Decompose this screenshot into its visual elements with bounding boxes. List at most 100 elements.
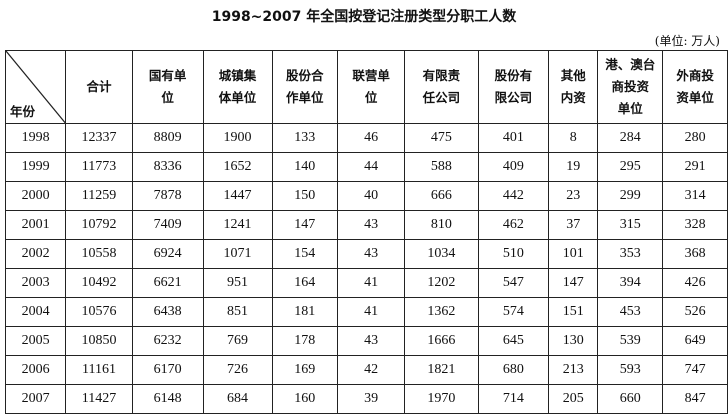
value-cell: 328: [662, 210, 728, 240]
value-cell: 593: [597, 355, 664, 385]
value-cell: 133: [271, 123, 338, 153]
value-cell: 101: [548, 239, 599, 269]
column-header: 其他 内资: [548, 50, 599, 124]
value-cell: 23: [548, 181, 599, 211]
value-cell: 164: [271, 268, 338, 298]
value-cell: 588: [404, 152, 479, 182]
value-cell: 295: [597, 152, 664, 182]
year-cell: 2000: [4, 181, 67, 211]
value-cell: 6621: [131, 268, 204, 298]
value-cell: 1447: [202, 181, 273, 211]
year-cell: 2004: [4, 297, 67, 327]
value-cell: 43: [336, 326, 406, 356]
value-cell: 40: [336, 181, 406, 211]
year-cell: 2007: [4, 384, 67, 414]
table-row: 2004 10576 6438 851 181 41 1362 574 151 453 526: [4, 297, 728, 327]
table-row: 2000 11259 7878 1447 150 40 666 442 23 299 314: [4, 181, 728, 211]
header-row: 年份 合计 国有单 位城镇集 体单位 股份合 作单位 联营单 位有限责 任公司 股份有 …: [4, 50, 728, 124]
value-cell: 6232: [131, 326, 204, 356]
value-cell: 510: [477, 239, 550, 269]
value-cell: 7409: [131, 210, 204, 240]
value-cell: 299: [597, 181, 664, 211]
column-header: 合计: [65, 50, 133, 124]
value-cell: 10558: [65, 239, 133, 269]
value-cell: 442: [477, 181, 550, 211]
value-cell: 19: [548, 152, 599, 182]
value-cell: 680: [477, 355, 550, 385]
value-cell: 660: [597, 384, 664, 414]
value-cell: 645: [477, 326, 550, 356]
value-cell: 178: [271, 326, 338, 356]
year-cell: 2003: [4, 268, 67, 298]
value-cell: 666: [404, 181, 479, 211]
value-cell: 1241: [202, 210, 273, 240]
year-header: 年份: [10, 104, 36, 119]
value-cell: 37: [548, 210, 599, 240]
year-cell: 1999: [4, 152, 67, 182]
value-cell: 46: [336, 123, 406, 153]
value-cell: 6924: [131, 239, 204, 269]
value-cell: 284: [597, 123, 664, 153]
value-cell: 1071: [202, 239, 273, 269]
column-header: 联营单 位: [336, 50, 406, 124]
value-cell: 453: [597, 297, 664, 327]
value-cell: 11427: [65, 384, 133, 414]
value-cell: 280: [662, 123, 728, 153]
value-cell: 10792: [65, 210, 133, 240]
value-cell: 205: [548, 384, 599, 414]
table-row: 2007 11427 6148 684 160 39 1970 714 205 660 847: [4, 384, 728, 414]
value-cell: 39: [336, 384, 406, 414]
value-cell: 810: [404, 210, 479, 240]
value-cell: 847: [662, 384, 728, 414]
value-cell: 43: [336, 210, 406, 240]
column-header: 港、澳台 商投资 单位: [597, 50, 664, 124]
value-cell: 41: [336, 268, 406, 298]
value-cell: 169: [271, 355, 338, 385]
value-cell: 1900: [202, 123, 273, 153]
value-cell: 769: [202, 326, 273, 356]
column-header: 国有单 位: [131, 50, 204, 124]
value-cell: 6170: [131, 355, 204, 385]
corner-header: 年份: [4, 50, 67, 124]
value-cell: 539: [597, 326, 664, 356]
value-cell: 43: [336, 239, 406, 269]
value-cell: 11161: [65, 355, 133, 385]
value-cell: 426: [662, 268, 728, 298]
value-cell: 475: [404, 123, 479, 153]
value-cell: 574: [477, 297, 550, 327]
value-cell: 951: [202, 268, 273, 298]
employee-table: 年份 合计 国有单 位城镇集 体单位 股份合 作单位 联营单 位有限责 任公司 股份有 …: [4, 50, 728, 414]
value-cell: 160: [271, 384, 338, 414]
table-row: 1998 12337 8809 1900 133 46 475 401 8 284 280: [4, 123, 728, 153]
column-header: 外商投 资单位: [662, 50, 728, 124]
value-cell: 6438: [131, 297, 204, 327]
value-cell: 6148: [131, 384, 204, 414]
column-header: 有限责 任公司: [404, 50, 479, 124]
value-cell: 353: [597, 239, 664, 269]
value-cell: 726: [202, 355, 273, 385]
year-cell: 2006: [4, 355, 67, 385]
value-cell: 147: [548, 268, 599, 298]
value-cell: 1034: [404, 239, 479, 269]
value-cell: 151: [548, 297, 599, 327]
value-cell: 181: [271, 297, 338, 327]
value-cell: 462: [477, 210, 550, 240]
table-row: 1999 11773 8336 1652 140 44 588 409 19 295 291: [4, 152, 728, 182]
page-title: 1998~2007 年全国按登记注册类型分职工人数: [211, 9, 517, 25]
year-cell: 1998: [4, 123, 67, 153]
year-cell: 2002: [4, 239, 67, 269]
value-cell: 41: [336, 297, 406, 327]
value-cell: 42: [336, 355, 406, 385]
value-cell: 368: [662, 239, 728, 269]
value-cell: 44: [336, 152, 406, 182]
value-cell: 150: [271, 181, 338, 211]
value-cell: 147: [271, 210, 338, 240]
value-cell: 130: [548, 326, 599, 356]
value-cell: 10576: [65, 297, 133, 327]
value-cell: 11773: [65, 152, 133, 182]
table-row: 2001 10792 7409 1241 147 43 810 462 37 315 328: [4, 210, 728, 240]
table-body: 1998 12337 8809 1900 133 46 475 401 8 284 280 1999 1…: [4, 123, 728, 414]
value-cell: 7878: [131, 181, 204, 211]
value-cell: 10492: [65, 268, 133, 298]
value-cell: 1666: [404, 326, 479, 356]
